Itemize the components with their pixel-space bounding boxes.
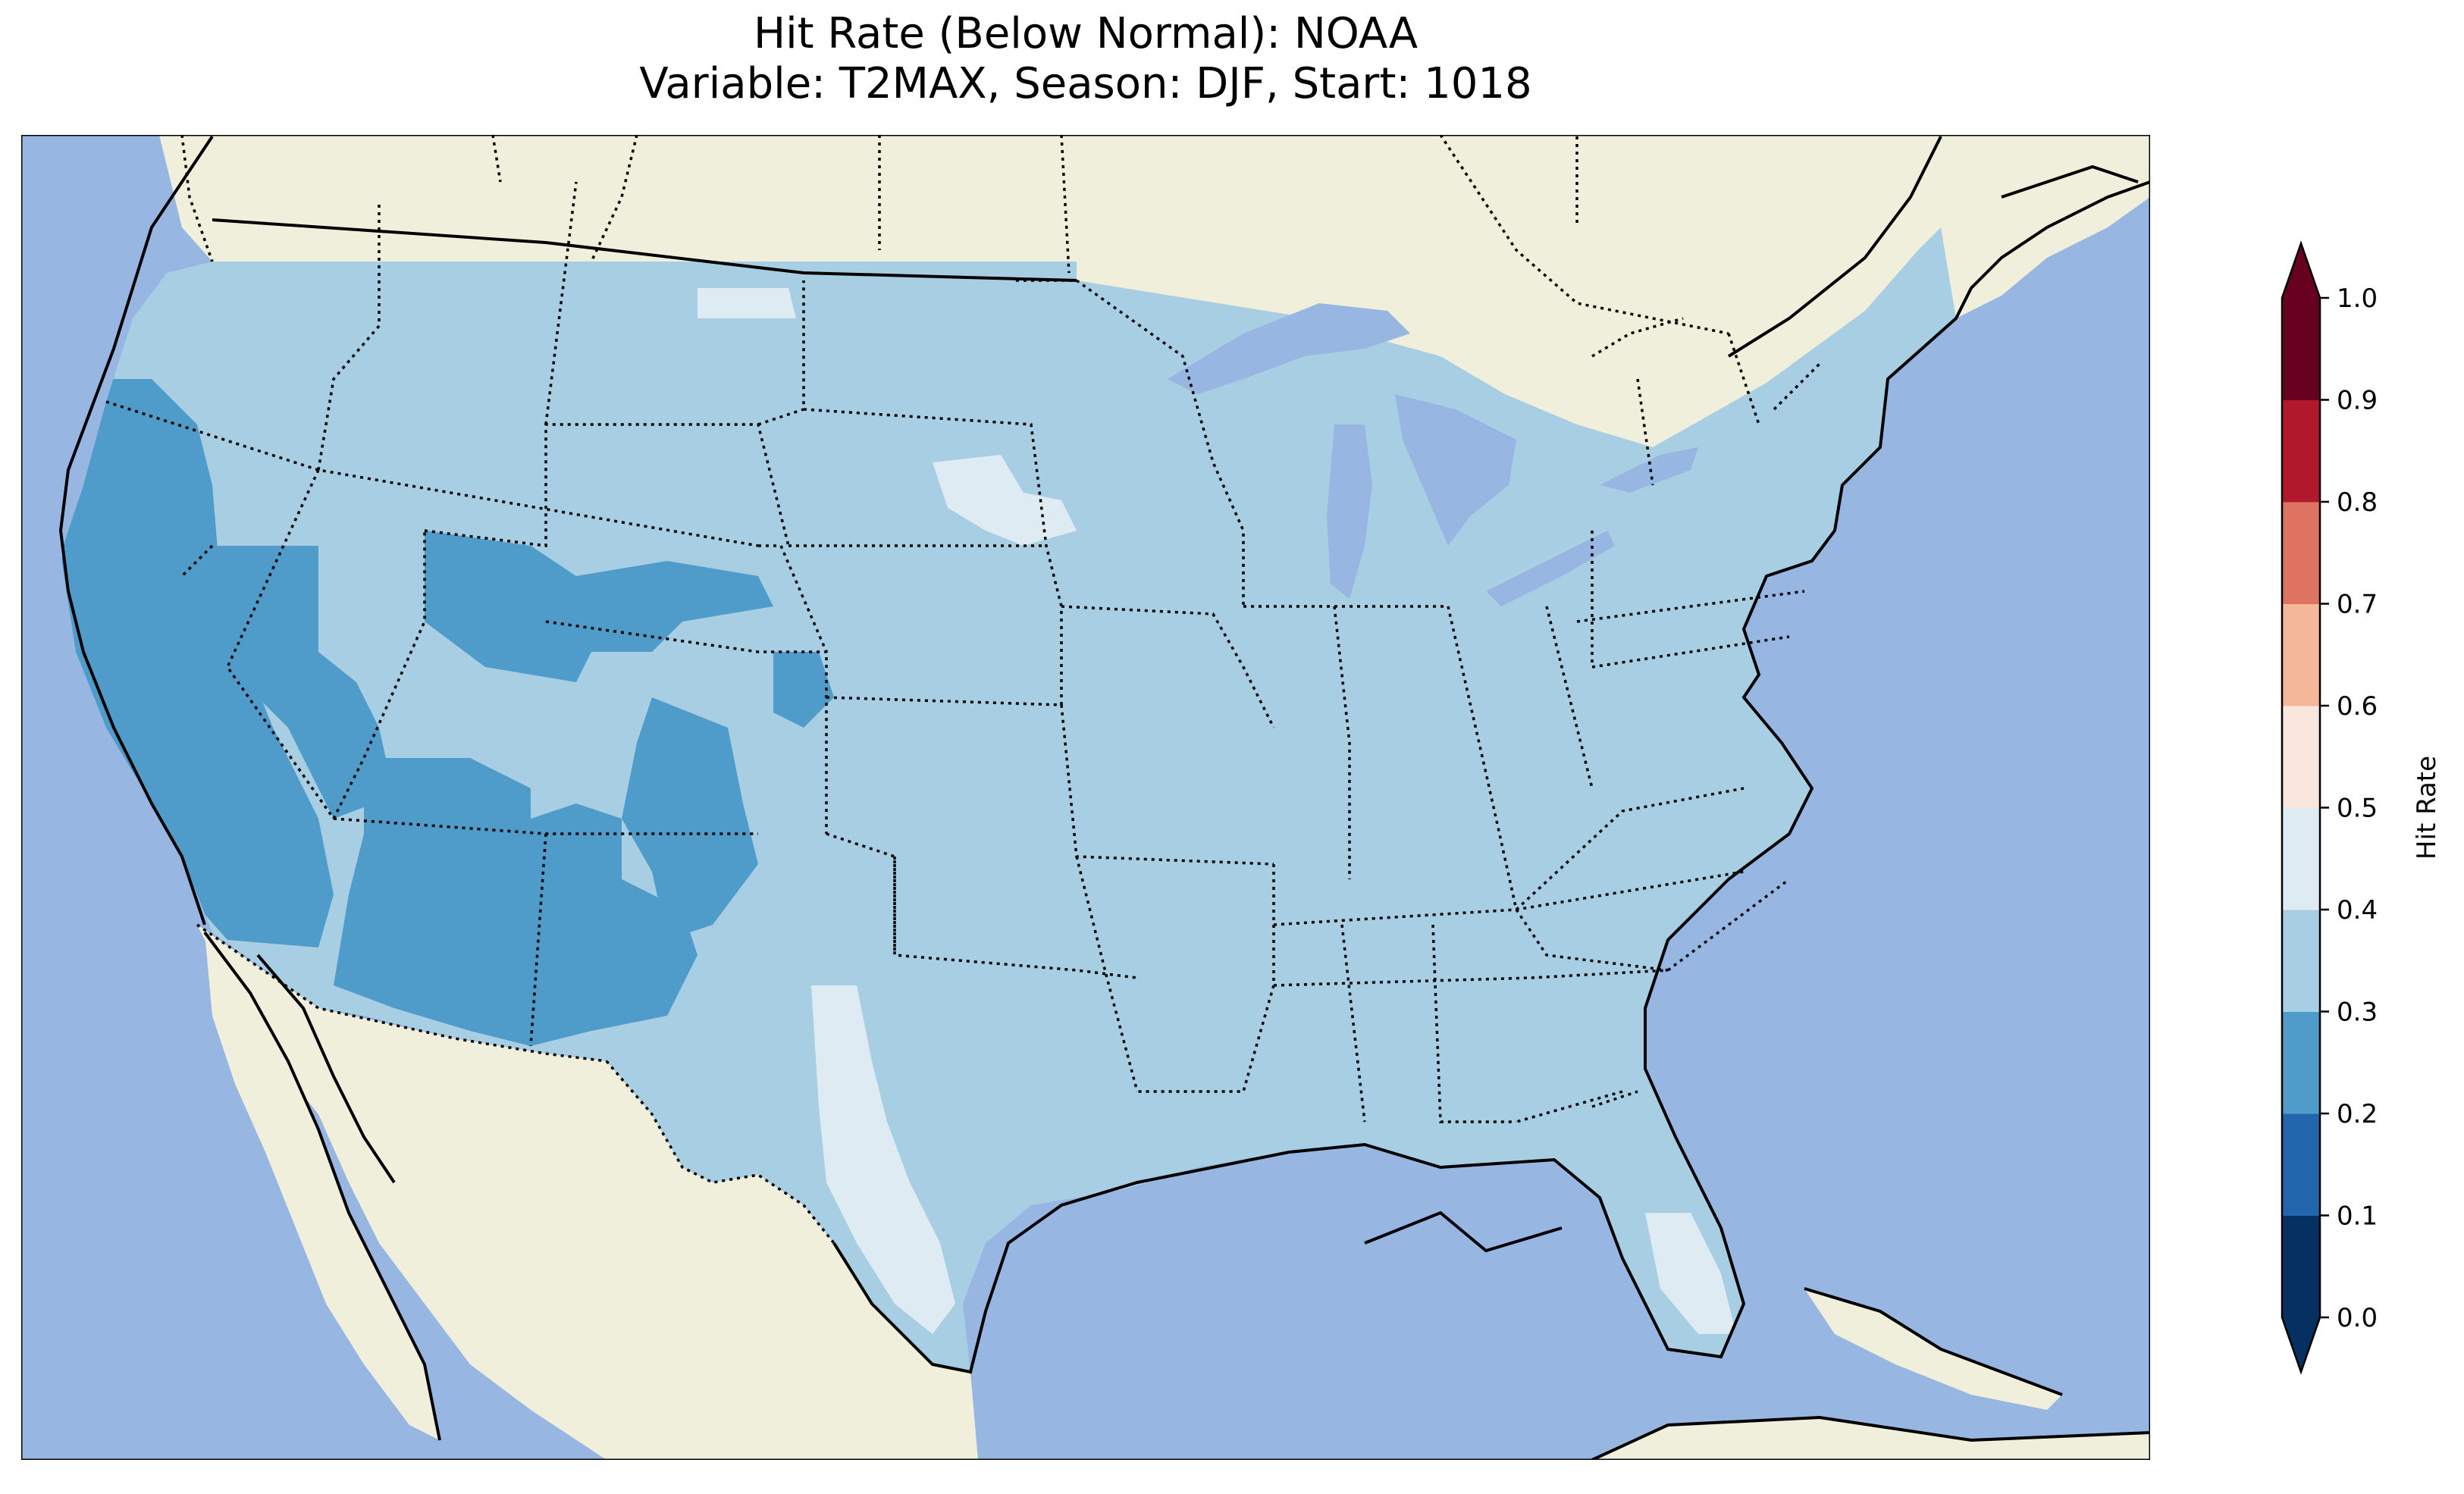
colorbar-tick-label: 1.0 (2337, 283, 2378, 314)
bin-0.2-0.3-colorado (773, 652, 834, 728)
colorbar-bin-0.1-0.2 (2282, 1113, 2320, 1216)
colorbar-tick-label: 0.7 (2337, 590, 2378, 620)
colorbar-bin-0.9-1 (2282, 298, 2320, 400)
colorbar-tick-label: 0.2 (2337, 1099, 2378, 1129)
colorbar-bin-0.6-0.7 (2282, 603, 2320, 706)
bin-0.4-0.5-montana (698, 288, 796, 318)
colorbar-tick-label: 0.3 (2337, 998, 2378, 1028)
colorbar-tick-label: 0.9 (2337, 386, 2378, 416)
title-line-1: Hit Rate (Below Normal): NOAA (753, 9, 1419, 58)
colorbar-tick-label: 0.1 (2337, 1201, 2378, 1232)
colorbar-bin-0.7-0.8 (2282, 502, 2320, 604)
lake-superior (1168, 303, 1410, 394)
colorbar-bin-0.5-0.6 (2282, 706, 2320, 808)
mexico-land (197, 925, 978, 1460)
colorbar-tick-label: 0.5 (2337, 794, 2378, 824)
bin-0.4-0.5-southdakota (933, 455, 1077, 546)
cuba-land (1804, 1289, 2062, 1410)
lake-huron (1395, 394, 1516, 546)
bin-0.2-0.3-southwest (334, 758, 698, 1046)
bin-0.2-0.3-rockies (425, 531, 773, 682)
colorbar-bin-0.3-0.4 (2282, 910, 2320, 1012)
colorbar-bin-0.8-0.9 (2282, 399, 2320, 503)
colorbar-tick-label: 0.6 (2337, 691, 2378, 722)
bin-0.4-0.5-texas (811, 985, 955, 1334)
colorbar-label: Hit Rate (2412, 756, 2442, 860)
colorbar-tick-label: 0.8 (2337, 487, 2378, 518)
colorbar-bin-0.4-0.5 (2282, 807, 2320, 910)
colorbar-extend-min (2282, 1317, 2320, 1372)
colorbar-extend-max (2282, 243, 2320, 298)
title-line-2: Variable: T2MAX, Season: DJF, Start: 101… (639, 59, 1532, 108)
state-borders (105, 181, 1821, 1123)
bin-0.2-0.3-nevada (212, 546, 394, 819)
coastline (58, 135, 2150, 1460)
colorbar-tick-label: 0.4 (2337, 895, 2378, 926)
baja-land (205, 932, 440, 1440)
lake-michigan (1327, 424, 1372, 599)
us-canada-border (212, 218, 1077, 282)
chart-title: Hit Rate (Below Normal): NOAA Variable: … (21, 9, 2150, 109)
lake-erie (1486, 531, 1615, 606)
lake-ontario (1600, 447, 1698, 493)
colorbar-bin-0-0.1 (2282, 1215, 2320, 1318)
country-borders (180, 135, 1729, 1245)
bin-0.2-0.3-newmexico (622, 697, 758, 940)
bin-0.4-0.5-florida (1645, 1213, 1736, 1334)
colorbar-bin-0.2-0.3 (2282, 1011, 2320, 1114)
colorbar-tick-label: 0.0 (2337, 1303, 2378, 1333)
south-land (1592, 1417, 2150, 1460)
